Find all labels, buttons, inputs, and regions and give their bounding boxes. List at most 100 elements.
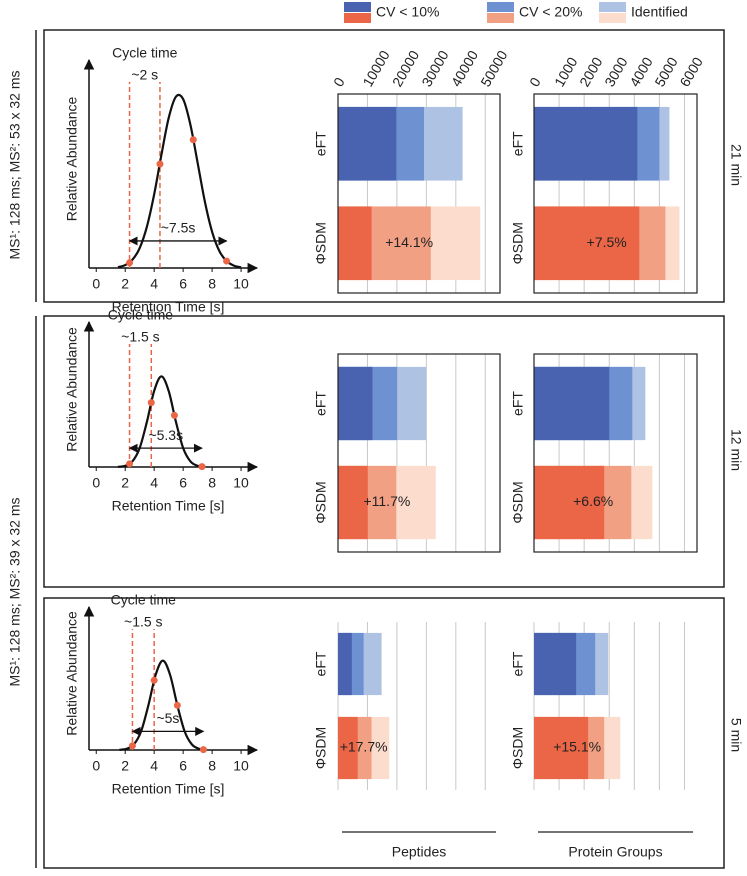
category-label: ΦSDM bbox=[313, 727, 329, 769]
x-tick-label: 10 bbox=[233, 276, 249, 292]
x-axis-label: Retention Time [s] bbox=[112, 498, 225, 514]
sample-point bbox=[189, 136, 197, 144]
legend-label: CV < 20% bbox=[519, 4, 582, 20]
cycle-value: ~1.5 s bbox=[121, 329, 160, 345]
bar bbox=[338, 632, 352, 696]
category-label: eFT bbox=[510, 651, 526, 676]
sample-point bbox=[126, 259, 134, 267]
sample-point bbox=[198, 463, 206, 471]
sample-point bbox=[173, 701, 181, 709]
legend-swatch bbox=[599, 13, 626, 23]
x-tick-label: 0 bbox=[526, 74, 544, 89]
y-axis-label: Relative Abundance bbox=[64, 327, 80, 452]
x-tick-label: 6000 bbox=[676, 54, 706, 89]
category-label: ΦSDM bbox=[510, 481, 526, 523]
x-tick-label: 0 bbox=[92, 475, 100, 491]
bar bbox=[534, 366, 610, 441]
x-tick-label: 6 bbox=[179, 276, 187, 292]
chart-label: Protein Groups bbox=[568, 844, 662, 860]
category-label: eFT bbox=[510, 131, 526, 156]
x-tick-label: 10 bbox=[233, 758, 249, 774]
cycle-title: Cycle time bbox=[111, 592, 177, 608]
plot-frame bbox=[533, 353, 698, 553]
x-axis-label: Retention Time [s] bbox=[112, 299, 225, 315]
bar bbox=[534, 206, 640, 281]
x-tick-label: 40000 bbox=[448, 47, 481, 89]
x-tick-label: 20000 bbox=[389, 47, 422, 89]
legend-swatch bbox=[487, 13, 514, 23]
x-tick-label: 10000 bbox=[359, 47, 392, 89]
category-label: eFT bbox=[313, 391, 329, 416]
cycle-value: ~1.5 s bbox=[124, 614, 163, 630]
x-tick-label: 8 bbox=[208, 276, 216, 292]
width-label: ~5s bbox=[156, 710, 179, 726]
x-tick-label: 0 bbox=[92, 758, 100, 774]
x-tick-label: 4 bbox=[150, 475, 158, 491]
sample-point bbox=[199, 746, 207, 754]
sample-point bbox=[128, 742, 136, 750]
cycle-title: Cycle time bbox=[112, 45, 178, 61]
legend-swatch bbox=[487, 2, 514, 12]
annotation: +15.1% bbox=[553, 739, 601, 755]
legend-label: CV < 10% bbox=[376, 4, 439, 20]
category-label: eFT bbox=[313, 131, 329, 156]
row-frame bbox=[43, 315, 725, 588]
x-tick-label: 2 bbox=[121, 276, 129, 292]
sample-point bbox=[147, 399, 155, 407]
annotation: +17.7% bbox=[340, 739, 388, 755]
x-tick-label: 1000 bbox=[551, 54, 581, 89]
category-label: ΦSDM bbox=[313, 222, 329, 264]
sample-point bbox=[126, 460, 134, 468]
x-tick-label: 0 bbox=[330, 74, 348, 89]
x-tick-label: 4000 bbox=[626, 54, 656, 89]
setting-label: MS¹: 128 ms; MS²: 39 x 32 ms bbox=[7, 497, 23, 686]
x-tick-label: 3000 bbox=[601, 54, 631, 89]
sample-point bbox=[150, 676, 158, 684]
cycle-title: Cycle time bbox=[108, 307, 174, 323]
legend-swatch bbox=[344, 2, 371, 12]
category-label: eFT bbox=[510, 391, 526, 416]
bar bbox=[534, 465, 605, 540]
x-tick-label: 5000 bbox=[651, 54, 681, 89]
sample-point bbox=[170, 411, 178, 419]
width-label: ~7.5s bbox=[161, 220, 196, 236]
x-tick-label: 50000 bbox=[477, 47, 510, 89]
legend-swatch bbox=[344, 13, 371, 23]
y-axis-label: Relative Abundance bbox=[64, 611, 80, 736]
annotation: +11.7% bbox=[363, 493, 410, 509]
plot-frame bbox=[337, 353, 501, 553]
category-label: eFT bbox=[313, 651, 329, 676]
x-tick-label: 6 bbox=[179, 475, 187, 491]
x-tick-label: 2000 bbox=[576, 54, 606, 89]
setting-label: MS¹: 128 ms; MS²: 53 x 32 ms bbox=[7, 70, 23, 259]
annotation: +6.6% bbox=[573, 493, 613, 509]
bar bbox=[534, 716, 589, 780]
x-axis-label: Retention Time [s] bbox=[112, 781, 225, 797]
x-tick-label: 8 bbox=[208, 475, 216, 491]
row-label: 12 min bbox=[728, 429, 744, 471]
category-label: ΦSDM bbox=[510, 222, 526, 264]
x-tick-label: 30000 bbox=[418, 47, 451, 89]
x-tick-label: 4 bbox=[150, 758, 158, 774]
chart-label: Peptides bbox=[392, 844, 446, 860]
sample-point bbox=[223, 257, 231, 265]
width-label: ~5.3s bbox=[148, 427, 183, 443]
bar bbox=[534, 632, 577, 696]
x-tick-label: 4 bbox=[150, 276, 158, 292]
category-label: ΦSDM bbox=[510, 727, 526, 769]
bar bbox=[338, 716, 358, 780]
x-tick-label: 6 bbox=[179, 758, 187, 774]
peak-curve bbox=[117, 375, 206, 468]
legend-swatch bbox=[599, 2, 626, 12]
annotation: +7.5% bbox=[587, 234, 627, 250]
x-tick-label: 2 bbox=[121, 475, 129, 491]
legend-label: Identified bbox=[631, 4, 688, 20]
bar bbox=[338, 206, 372, 281]
row-frame bbox=[43, 597, 725, 869]
row-label: 21 min bbox=[728, 144, 744, 186]
sample-point bbox=[156, 160, 164, 168]
bar bbox=[338, 465, 368, 540]
bar bbox=[534, 106, 638, 181]
x-tick-label: 10 bbox=[233, 475, 249, 491]
